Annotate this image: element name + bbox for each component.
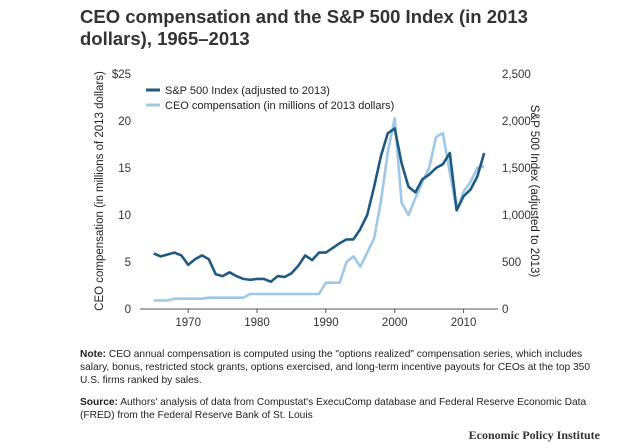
line-chart: 0 5 10 15 20 $25 0 500 1,000 1,500 2,000 2,500 197… [94,69,540,329]
legend-label-sp500: S&P 500 Index (adjusted to 2013) [165,85,330,97]
right-tick-label: 500 [502,257,521,269]
brand-logo-text: Economic Policy Institute [468,428,600,442]
chart-title: CEO compensation and the S&P 500 Index (… [80,6,528,49]
note-label: Note: [80,349,107,360]
x-axis-ticks: 1970 1980 1990 2000 2010 [175,309,476,329]
source: Source: Authors' analysis of data from C… [80,396,610,422]
left-tick-label: 5 [125,257,131,269]
source-text: Authors' analysis of data from Compustat… [80,397,587,421]
source-label: Source: [80,397,118,408]
x-tick-label: 2000 [382,317,408,329]
left-tick-label: 15 [118,163,131,175]
x-tick-label: 1980 [244,317,270,329]
right-axis-ticks: 0 500 1,000 1,500 2,000 2,500 [502,69,531,316]
note-text: CEO annual compensation is computed usin… [80,349,591,386]
legend: S&P 500 Index (adjusted to 2013) CEO com… [146,85,394,112]
right-tick-label: 2,500 [502,69,531,81]
left-tick-label: 10 [118,210,131,222]
right-tick-label: 2,000 [502,116,531,128]
right-axis-label: S&P 500 Index (adjusted to 2013) [528,105,540,278]
series-line-ceo-compensation [153,116,485,302]
left-axis-label: CEO compensation (in millions of 2013 do… [94,71,106,311]
x-tick-label: 1970 [175,317,201,329]
left-axis-ticks: 0 5 10 15 20 $25 [112,69,131,316]
series-line-sp500-index [153,127,486,283]
note: Note: CEO annual compensation is compute… [80,348,610,387]
x-tick-label: 1990 [313,317,339,329]
right-tick-label: 0 [502,304,508,316]
left-tick-label: 0 [125,304,131,316]
legend-label-ceo: CEO compensation (in millions of 2013 do… [165,100,394,112]
left-tick-label: $25 [112,69,131,81]
right-tick-label: 1,500 [502,163,531,175]
x-tick-label: 2010 [451,317,477,329]
left-tick-label: 20 [118,116,131,128]
right-tick-label: 1,000 [502,210,531,222]
